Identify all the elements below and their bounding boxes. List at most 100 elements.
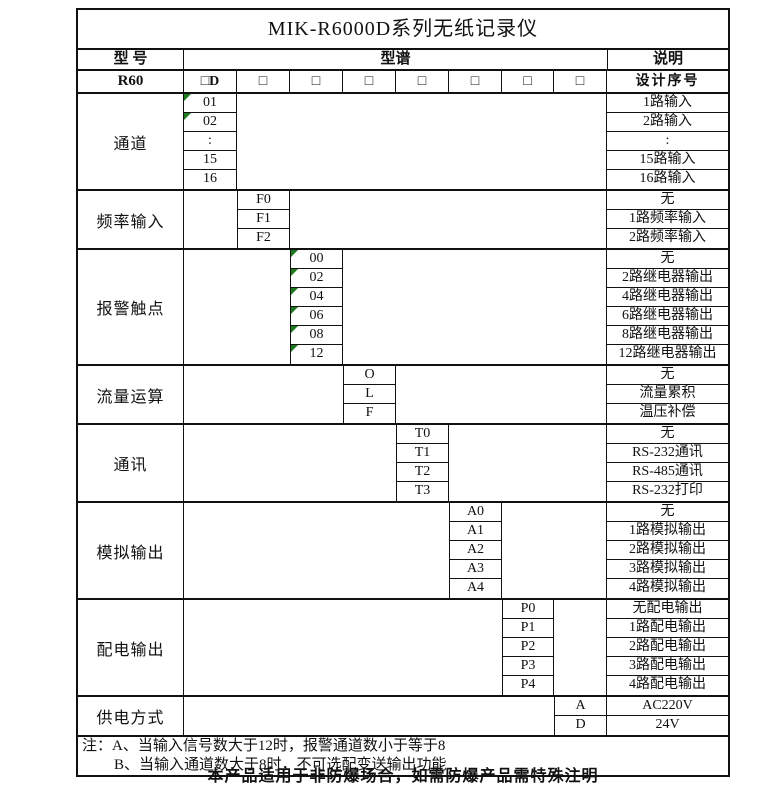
option-code-cell: 02 [184, 113, 237, 132]
option-code-cell: 04 [290, 288, 343, 307]
note-line-b: B、当输入通道数大于8时，不可选配变送输出功能 [114, 757, 447, 773]
option-code-cell: T0 [396, 425, 449, 444]
option-code-cell: 01 [184, 94, 237, 113]
empty-merged-cell [184, 697, 554, 735]
option-code-cell: 15 [184, 151, 237, 170]
option-code-cell: P0 [502, 600, 554, 619]
description-cell: 12路继电器输出 [618, 346, 717, 361]
spec-box-4: □ [343, 71, 396, 92]
spec-box-2: □ [237, 71, 290, 92]
option-code-cell: A [554, 697, 607, 716]
description-cell: 15路输入 [607, 151, 728, 170]
description-cell: RS-485通讯 [607, 463, 728, 482]
section-power-supply: 供电方式 A AC220V D 24V [78, 695, 728, 735]
option-code: D [575, 717, 586, 732]
section-label: 通道 [78, 94, 184, 189]
option-code-cell: T3 [396, 482, 449, 501]
option-code-cell: 00 [290, 250, 343, 269]
description-cell: 1路频率输入 [607, 210, 728, 229]
table-notes: 注：A、当输入信号数大于12时，报警通道数小于等于8 B、当输入通道数大于8时，… [78, 735, 728, 775]
section-label: 报警触点 [78, 250, 184, 364]
option-code: P3 [520, 658, 536, 673]
section-label: 供电方式 [78, 697, 184, 735]
comment-marker-triangle-icon [291, 269, 298, 276]
option-code-cell: A1 [449, 522, 502, 541]
option-code-cell: 08 [290, 326, 343, 345]
option-code-cell: T2 [396, 463, 449, 482]
section-label: 通讯 [78, 425, 184, 501]
empty-merged-cell [554, 600, 607, 695]
section-frequency-input: 频率输入 F0 无 F1 1路频率输入 F2 2路频率输入 [78, 189, 728, 248]
spec-box-8: □ [554, 71, 607, 92]
empty-merged-cell [184, 250, 290, 364]
description-header-label: 说明 [607, 50, 728, 69]
section-alarm-contacts: 报警触点 00 无 02 2路继电器输出 04 4路继电器输出 06 6路继电器输出 08 8路继… [78, 248, 728, 364]
description-cell: 流量累积 [607, 385, 728, 404]
design-serial-label: 设计序号 [635, 74, 700, 89]
option-code: P1 [520, 620, 536, 635]
empty-merged-cell [184, 191, 237, 248]
comment-marker-triangle-icon [184, 94, 191, 101]
option-code: 01 [203, 95, 217, 110]
option-code-cell: F [343, 404, 396, 423]
description-cell: 3路配电输出 [607, 657, 728, 676]
option-code-cell: P1 [502, 619, 554, 638]
section-label: 频率输入 [78, 191, 184, 248]
option-code-cell: L [343, 385, 396, 404]
option-code: P0 [520, 601, 536, 616]
description-cell: 8路继电器输出 [607, 326, 728, 345]
option-code-cell: : [184, 132, 237, 151]
description-cell: 4路模拟输出 [629, 580, 706, 595]
description-cell: 4路配电输出 [629, 677, 706, 692]
option-code-cell: A3 [449, 560, 502, 579]
option-code-cell: D [554, 716, 607, 735]
description-cell: 6路继电器输出 [607, 307, 728, 326]
comment-marker-triangle-icon [291, 288, 298, 295]
description-cell: 2路继电器输出 [607, 269, 728, 288]
description-cell: 2路输入 [607, 113, 728, 132]
option-code-cell: A4 [449, 579, 502, 598]
option-code: 04 [309, 289, 324, 304]
option-code: A4 [466, 580, 485, 595]
description-cell: 无配电输出 [607, 600, 728, 619]
table-title: MIK-R6000D系列无纸记录仪 [78, 10, 728, 50]
spec-box-5: □ [396, 71, 449, 92]
option-code: L [365, 386, 374, 401]
option-code: F2 [256, 230, 271, 245]
section-label: 模拟输出 [78, 503, 184, 598]
empty-merged-cell [502, 503, 607, 598]
spec-box-6: □ [449, 71, 502, 92]
description-cell: 24V [655, 717, 680, 732]
option-code: F1 [256, 211, 271, 226]
option-code: 16 [203, 171, 217, 186]
description-cell: 2路频率输入 [629, 230, 706, 245]
description-cell: : [607, 132, 728, 151]
description-cell: RS-232打印 [632, 483, 703, 498]
model-value: R60 [78, 71, 184, 92]
comment-marker-triangle-icon [291, 326, 298, 333]
option-code-cell: 06 [290, 307, 343, 326]
spectrum-header-label: 型谱 [380, 51, 411, 67]
option-code-cell: A2 [449, 541, 502, 560]
option-code-cell: P4 [502, 676, 554, 695]
empty-merged-cell [184, 600, 502, 695]
option-code: P2 [520, 639, 536, 654]
option-code: 00 [309, 251, 324, 266]
spec-box-3: □ [290, 71, 343, 92]
option-code: 02 [309, 270, 324, 285]
comment-marker-triangle-icon [291, 345, 298, 352]
comment-marker-triangle-icon [184, 113, 191, 120]
option-code-cell: T1 [396, 444, 449, 463]
option-code-cell: 02 [290, 269, 343, 288]
footer-note: 本产品适用于非防爆场合，如需防爆产品需特殊注明 [207, 768, 599, 785]
description-cell: 2路模拟输出 [607, 541, 728, 560]
option-code-cell: 16 [184, 170, 237, 189]
option-code-cell: 12 [290, 345, 343, 364]
description-cell: 1路配电输出 [607, 619, 728, 638]
option-code: F [365, 405, 374, 420]
description-cell: 无 [607, 191, 728, 210]
option-code-cell: F2 [237, 229, 290, 248]
empty-merged-cell [290, 191, 607, 248]
description-cell: 1路输入 [607, 94, 728, 113]
